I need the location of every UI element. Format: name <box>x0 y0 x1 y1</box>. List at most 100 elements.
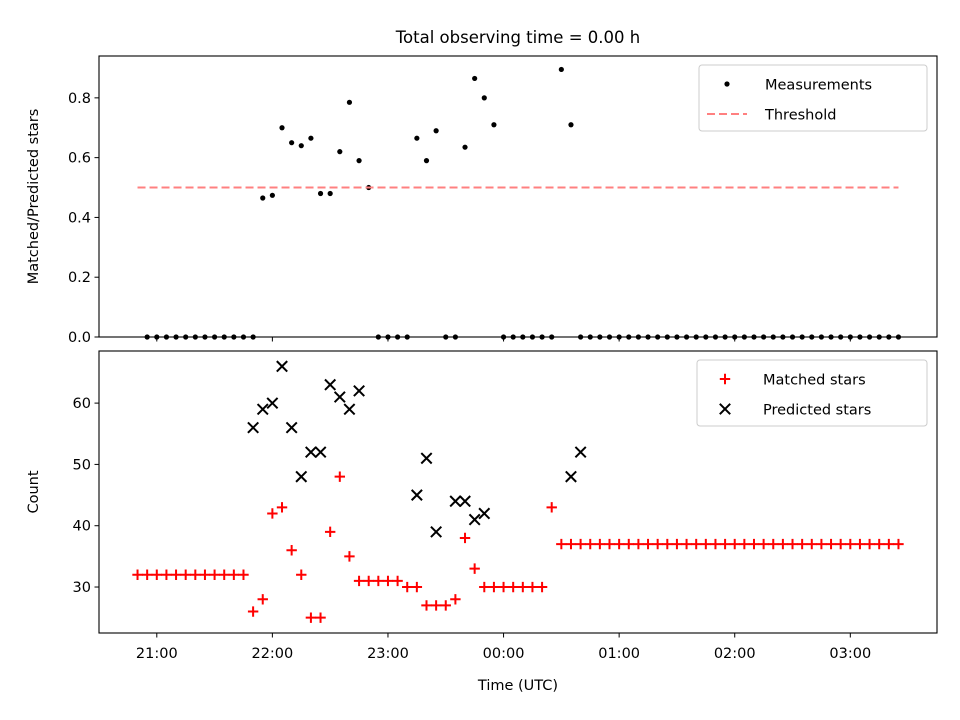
measurement-point <box>510 334 516 340</box>
measurement-point <box>549 334 555 340</box>
measurement-point <box>616 334 622 340</box>
measurement-point <box>491 122 497 128</box>
measurement-point <box>337 149 343 155</box>
matched-star-point <box>874 538 885 550</box>
matched-star-point <box>469 563 480 574</box>
matched-star-point <box>450 594 461 605</box>
measurement-point <box>761 334 767 340</box>
measurement-point <box>635 334 642 340</box>
y-tick-label: 0.4 <box>68 210 91 226</box>
matched-star-point <box>633 538 644 550</box>
measurement-point <box>231 334 237 340</box>
axes-frame <box>98 55 938 338</box>
measurement-point <box>876 334 882 340</box>
legend-label: Predicted stars <box>763 403 871 419</box>
matched-star-point <box>296 569 307 580</box>
measurement-point <box>144 334 150 340</box>
predicted-star-point <box>353 384 365 397</box>
matched-star-point <box>286 545 297 556</box>
matched-star-point <box>344 551 355 562</box>
measurement-point <box>712 334 719 340</box>
measurement-point <box>462 144 468 150</box>
predicted-star-point <box>430 525 443 538</box>
matched-star-point <box>488 581 500 593</box>
measurement-point <box>799 334 805 340</box>
matched-star-point <box>238 569 249 580</box>
matched-star-point <box>209 569 220 580</box>
bottom-panel: 30 40 50 60 21:00 22:00 23:00 00:00 01:00 02:00 03… <box>26 350 938 694</box>
measurement-point <box>683 334 690 340</box>
measurement-point <box>818 334 825 340</box>
matched-star-point <box>161 569 172 580</box>
measurement-point <box>346 99 353 105</box>
matched-star-point <box>479 581 490 593</box>
predicted-star-point <box>276 360 288 373</box>
predicted-star-point <box>256 403 269 416</box>
matched-star-point <box>806 538 817 550</box>
matched-star-point <box>671 538 683 550</box>
measurement-point <box>866 334 873 340</box>
measurement-point <box>539 334 545 340</box>
matched-star-point <box>180 569 191 580</box>
matched-star-point <box>642 538 654 550</box>
matched-star-point <box>594 538 606 550</box>
matched-star-point <box>546 502 557 513</box>
measurement-point <box>308 135 314 141</box>
measurement-point <box>732 334 738 340</box>
predicted-star-point <box>565 470 577 483</box>
matched-star-point <box>681 538 692 550</box>
measurement-point <box>183 334 189 340</box>
predicted-star-point <box>266 397 279 410</box>
legend-box <box>696 359 928 427</box>
predicted-star-point <box>574 446 587 459</box>
legend: Matched stars Predicted stars <box>696 359 928 427</box>
measurement-point <box>404 334 410 340</box>
matched-star-point <box>796 538 808 550</box>
measurement-point <box>838 334 844 340</box>
predicted-star-point <box>449 495 462 508</box>
predicted-star-point <box>468 513 481 526</box>
legend-label: Matched stars <box>763 373 866 389</box>
measurement-point <box>847 334 853 340</box>
matched-star-point <box>402 581 413 593</box>
measurement-point <box>741 334 747 340</box>
measurement-point <box>751 334 757 340</box>
measurement-point <box>780 334 786 340</box>
y-tick-label: 0.8 <box>68 91 91 107</box>
measurement-point <box>674 334 680 340</box>
top-panel: 0.0 0.2 0.4 0.6 0.8 Matched/Predicted stars Me… <box>26 55 938 346</box>
matched-star-point <box>768 538 779 550</box>
predicted-star-point <box>295 470 308 483</box>
measurement-point <box>568 122 574 128</box>
measurement-point <box>789 334 796 340</box>
measurement-point <box>857 334 863 340</box>
matched-star-point <box>132 569 143 580</box>
matched-star-point <box>662 538 673 550</box>
matched-star-point <box>556 538 567 550</box>
matched-star-point <box>575 538 586 550</box>
matched-star-point <box>151 569 162 580</box>
series-matched <box>132 471 904 623</box>
matched-star-point <box>864 538 875 550</box>
measurement-point <box>587 334 593 340</box>
matched-star-point <box>315 612 326 623</box>
matched-star-point <box>190 569 201 580</box>
measurement-point <box>529 334 536 340</box>
matched-star-point <box>517 581 529 593</box>
matched-star-point <box>604 538 615 550</box>
matched-star-point <box>257 594 268 605</box>
predicted-star-point <box>478 507 491 520</box>
measurement-point <box>443 334 449 340</box>
matched-star-point <box>334 471 346 482</box>
predicted-star-point <box>324 378 337 391</box>
predicted-star-point <box>285 421 298 434</box>
measurement-point <box>327 190 333 197</box>
matched-star-point <box>623 538 634 550</box>
matched-star-point <box>825 538 837 550</box>
matched-star-point <box>228 569 240 580</box>
measurement-point <box>886 334 892 340</box>
chart-title: Total observing time = 0.00 h <box>395 28 640 47</box>
y-tick-label: 30 <box>73 580 91 596</box>
matched-star-point <box>363 575 374 587</box>
measurement-point <box>828 334 834 340</box>
